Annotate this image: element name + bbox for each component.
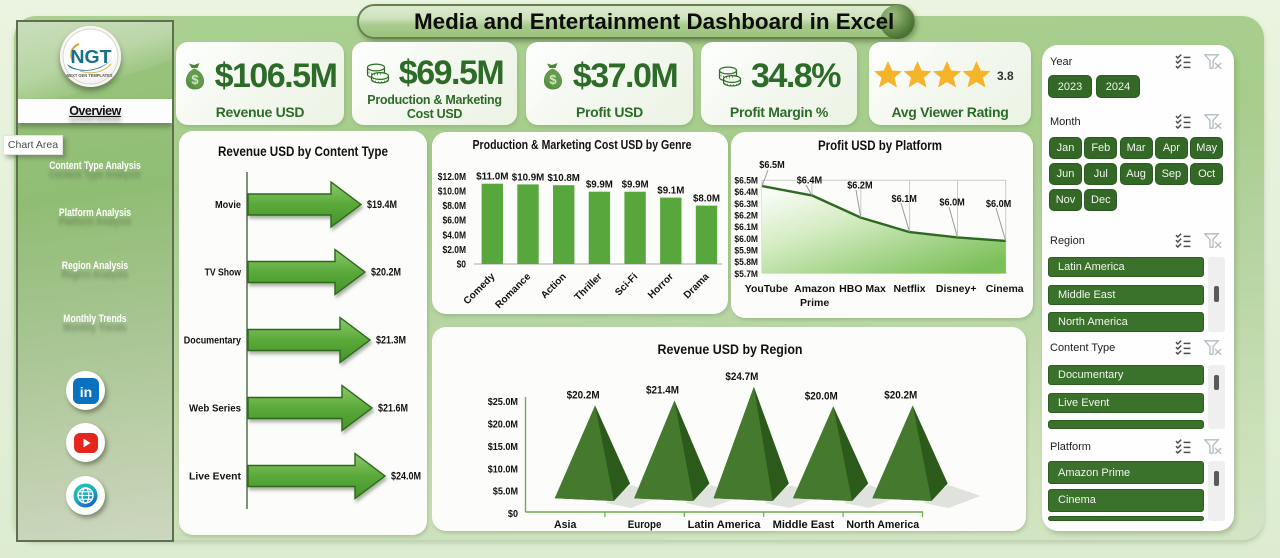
svg-text:$10.9M: $10.9M [512,171,545,183]
svg-text:Movie: Movie [215,199,241,211]
svg-text:$: $ [549,72,557,87]
svg-text:$9.1M: $9.1M [657,185,684,197]
svg-text:$6.0M: $6.0M [986,198,1012,210]
svg-text:Live Event: Live Event [189,471,241,483]
svg-text:$21.6M: $21.6M [378,403,408,415]
svg-text:Prime: Prime [800,297,829,309]
svg-text:$6.1M: $6.1M [734,222,758,233]
svg-text:$4.0M: $4.0M [443,230,467,241]
svg-text:Horror: Horror [646,271,676,301]
svg-text:$21.3M: $21.3M [376,335,406,347]
svg-text:Middle East: Middle East [773,519,835,531]
svg-text:$6.2M: $6.2M [734,210,758,221]
svg-text:$20.2M: $20.2M [567,390,600,402]
svg-text:TV Show: TV Show [205,267,242,279]
svg-text:$5.9M: $5.9M [734,245,758,256]
svg-text:Romance: Romance [494,271,534,311]
svg-text:$6.1M: $6.1M [892,193,918,205]
svg-text:$20.0M: $20.0M [805,390,838,402]
svg-text:Netflix: Netflix [894,283,926,295]
svg-text:$6.0M: $6.0M [734,234,758,245]
svg-text:$11.0M: $11.0M [476,171,509,183]
svg-text:$10.0M: $10.0M [488,463,519,475]
svg-text:Action: Action [539,271,569,301]
svg-text:Europe: Europe [628,519,662,531]
svg-text:$21.4M: $21.4M [646,385,679,397]
svg-text:$20.0M: $20.0M [488,419,519,431]
svg-text:$8.0M: $8.0M [443,201,467,212]
svg-text:$: $ [191,72,199,87]
svg-text:North America: North America [846,519,920,531]
svg-text:$25.0M: $25.0M [488,396,519,408]
svg-text:Asia: Asia [554,519,577,531]
svg-text:Comedy: Comedy [462,271,498,307]
svg-text:Drama: Drama [682,271,712,301]
svg-text:$19.4M: $19.4M [367,199,397,211]
svg-text:$10.8M: $10.8M [548,172,581,184]
svg-text:Web Series: Web Series [189,403,241,415]
svg-text:Documentary: Documentary [184,335,241,347]
svg-text:$6.4M: $6.4M [734,187,758,198]
svg-text:Thriller: Thriller [573,271,605,303]
svg-text:YouTube: YouTube [745,283,789,295]
svg-text:$5.8M: $5.8M [734,257,758,268]
svg-text:$6.0M: $6.0M [939,197,965,209]
svg-text:$6.4M: $6.4M [797,175,823,187]
svg-text:Disney+: Disney+ [936,283,977,295]
svg-text:$5.0M: $5.0M [493,486,518,498]
svg-text:Sci-Fi: Sci-Fi [613,271,640,298]
svg-text:$9.9M: $9.9M [586,179,613,191]
svg-text:HBO Max: HBO Max [839,283,886,295]
svg-text:$20.2M: $20.2M [371,267,401,279]
svg-text:Production & Marketing Cost US: Production & Marketing Cost USD by Genre [473,137,692,152]
svg-text:Profit USD by Platform: Profit USD by Platform [818,138,942,153]
svg-text:$20.2M: $20.2M [884,390,917,402]
svg-text:$6.2M: $6.2M [847,180,873,192]
svg-text:Revenue USD by Content Type: Revenue USD by Content Type [218,144,388,159]
svg-text:$5.7M: $5.7M [734,269,758,280]
svg-text:$6.0M: $6.0M [443,216,467,227]
svg-text:$2.0M: $2.0M [443,245,467,256]
svg-text:$15.0M: $15.0M [488,441,519,453]
svg-text:$6.5M: $6.5M [734,175,758,186]
svg-text:in: in [79,384,91,400]
svg-text:NGT: NGT [71,47,112,67]
svg-text:$12.0M: $12.0M [438,172,466,183]
svg-text:$0: $0 [457,260,467,271]
svg-text:Revenue USD by Region: Revenue USD by Region [658,342,803,357]
svg-text:$8.0M: $8.0M [693,193,720,205]
svg-text:$10.0M: $10.0M [438,187,466,198]
svg-text:$9.9M: $9.9M [622,179,649,191]
svg-text:Amazon: Amazon [794,283,835,295]
svg-text:$6.3M: $6.3M [734,199,758,210]
svg-text:Cinema: Cinema [986,283,1024,295]
svg-text:$24.0M: $24.0M [391,471,421,483]
svg-text:$0: $0 [508,508,518,520]
svg-text:NEXT GEN TEMPLATES: NEXT GEN TEMPLATES [67,73,113,78]
svg-text:Latin America: Latin America [688,519,762,531]
svg-text:$6.5M: $6.5M [759,159,785,171]
svg-text:$24.7M: $24.7M [725,371,758,383]
